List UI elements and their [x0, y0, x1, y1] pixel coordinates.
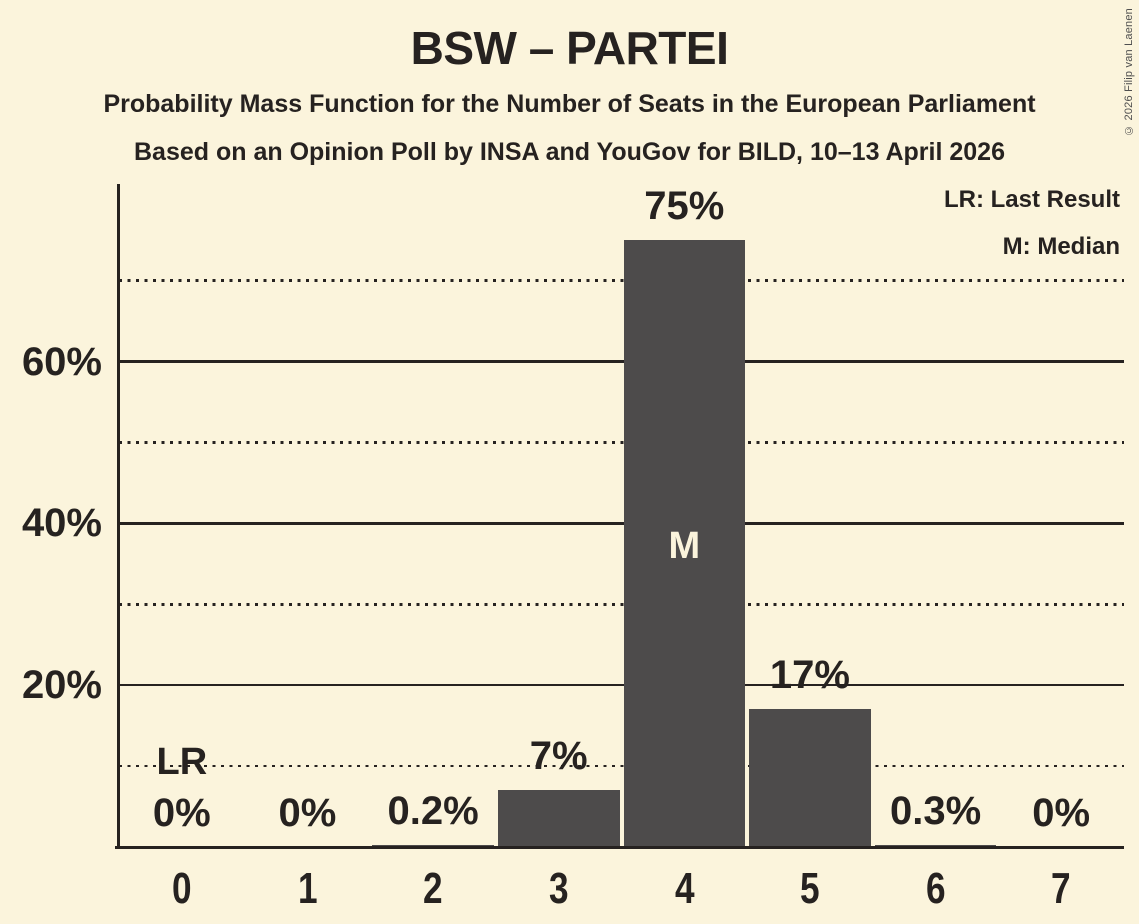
median-marker: M — [668, 524, 701, 567]
gridline-dotted-70pct — [119, 279, 1124, 282]
last-result-marker: LR — [156, 741, 208, 783]
x-axis-tick-label: 2 — [423, 864, 443, 913]
bar-value-label: 0% — [278, 791, 337, 835]
y-axis-line — [116, 183, 120, 849]
x-axis-tick-label: 4 — [674, 864, 695, 913]
bar-value-label: 0% — [152, 791, 211, 835]
x-axis-tick-label: 7 — [1051, 864, 1071, 913]
x-axis-tick-label: 6 — [925, 864, 946, 913]
y-axis-tick-label: 40% — [21, 501, 102, 546]
x-axis-tick-label: 1 — [297, 864, 318, 913]
bar-value-label: 0% — [1032, 791, 1091, 835]
chart-subtitle-line2: Based on an Opinion Poll by INSA and You… — [133, 138, 1005, 166]
x-axis-tick-label: 0 — [172, 864, 192, 913]
bar-value-label: 0.3% — [889, 788, 982, 833]
gridline-dotted-30pct — [119, 603, 1124, 606]
gridline-solid-40pct — [119, 522, 1124, 525]
bar-value-label: 17% — [769, 653, 850, 698]
gridline-dotted-50pct — [119, 441, 1124, 444]
bar-value-label: 0.2% — [387, 789, 479, 834]
gridline-solid-60pct — [119, 360, 1124, 363]
gridline-dotted-10pct — [119, 764, 1124, 768]
bar-seat-5 — [749, 709, 871, 847]
legend-last-result: LR: Last Result — [943, 186, 1120, 213]
bar-seat-3 — [497, 790, 620, 847]
chart-subtitle-line1: Probability Mass Function for the Number… — [103, 90, 1036, 118]
gridline-solid-20pct — [119, 683, 1124, 687]
bar-value-label: 7% — [529, 734, 588, 779]
y-axis-tick-label: 20% — [21, 663, 102, 708]
legend-median: M: Median — [1002, 233, 1120, 260]
chart-title: BSW – PARTEI — [410, 22, 729, 74]
x-axis-line — [115, 845, 1124, 849]
bar-seat-4 — [623, 240, 746, 847]
y-axis-tick-label: 60% — [21, 339, 102, 384]
x-axis-tick-label: 3 — [548, 864, 569, 913]
bar-value-label: 75% — [644, 184, 725, 229]
x-axis-tick-label: 5 — [800, 864, 820, 913]
